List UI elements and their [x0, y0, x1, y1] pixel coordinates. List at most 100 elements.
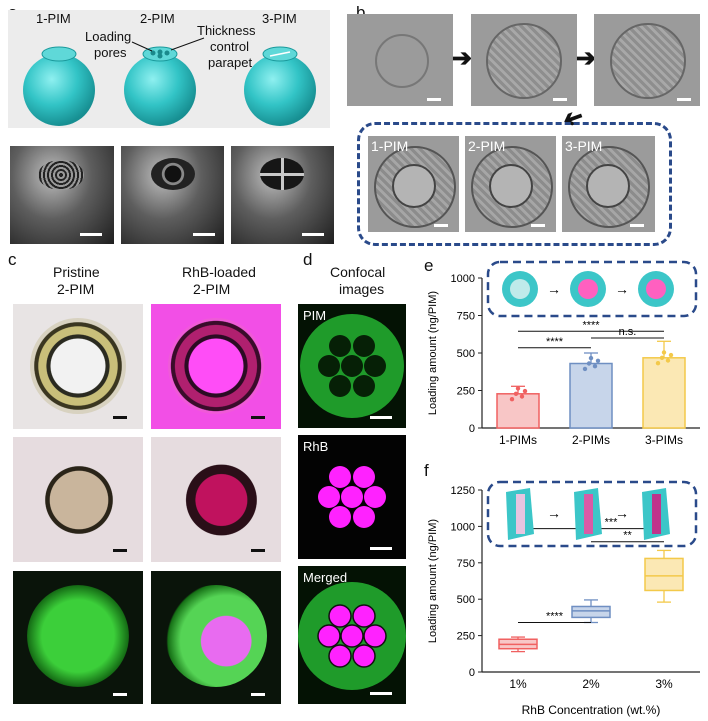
c-pristine-top	[13, 304, 143, 429]
e-inset-arrow-icon: →	[547, 281, 561, 297]
e-data-point	[659, 355, 665, 360]
f-inset-core	[652, 494, 661, 534]
pim1-sphere	[23, 54, 95, 126]
sem-image-3pim	[231, 146, 334, 244]
micro-1pim	[368, 136, 459, 232]
e-inset-core	[578, 279, 598, 299]
e-bar	[569, 362, 613, 429]
f-x-tick-label: 2%	[582, 677, 600, 691]
f-box	[571, 605, 611, 619]
e-data-point	[522, 388, 528, 394]
f-y-tick-label: 250	[457, 631, 475, 643]
f-inset-box	[486, 480, 698, 548]
c-rhb-top	[151, 304, 281, 429]
f-inset-core	[584, 494, 593, 534]
f-inset-arrow-icon: →	[615, 505, 629, 521]
pim2-sphere	[124, 54, 196, 126]
panel-label-c: c	[8, 250, 17, 269]
micro-step-3	[594, 14, 700, 106]
e-data-point	[661, 350, 667, 355]
e-data-point	[515, 386, 521, 391]
c-pristine-subtitle: 2-PIM	[57, 281, 95, 297]
d-merged-image	[298, 566, 406, 704]
sem-image-1pim	[10, 146, 114, 244]
e-y-axis-label: Loading amount (ng/PIM)	[427, 291, 439, 415]
d-pim-image	[298, 304, 406, 428]
label-b-2pim: 2-PIM	[468, 138, 506, 154]
micro-step-1	[347, 14, 453, 106]
e-sig-label: n.s.	[619, 326, 637, 338]
label-1-pim: 1-PIM	[36, 11, 71, 26]
c-rhb-side	[151, 437, 281, 562]
label-3-pim: 3-PIM	[262, 11, 297, 26]
e-data-point	[592, 364, 598, 369]
f-y-tick-label: 0	[469, 667, 475, 679]
arrow-right-2-icon: ➔	[576, 45, 597, 72]
f-y-tick-label: 1000	[451, 521, 475, 533]
panel-label-d: d	[303, 250, 313, 269]
label-control: control	[210, 39, 250, 54]
e-y-tick-label: 1000	[451, 273, 475, 285]
c-rhb-title: RhB-loaded	[182, 264, 256, 280]
e-x-tick-label: 1-PIMs	[499, 433, 537, 447]
e-inset-box	[486, 260, 698, 318]
e-bar	[496, 393, 540, 429]
f-inset-core	[516, 494, 525, 534]
f-box	[644, 557, 684, 592]
micro-2pim	[465, 136, 556, 232]
f-x-tick-label: 1%	[509, 677, 527, 691]
pim-renders	[23, 37, 316, 126]
micro-3pim	[562, 136, 655, 232]
e-y-tick-label: 0	[469, 423, 475, 435]
c-rhb-fluor	[151, 571, 281, 704]
d-title-1: Confocal	[330, 264, 386, 280]
micro-step-2	[471, 14, 577, 106]
e-bar	[642, 357, 686, 429]
d-label-rhb: RhB	[303, 439, 329, 454]
dashed-box-b	[357, 122, 672, 246]
e-inset-arrow-icon: →	[615, 281, 629, 297]
c-pristine-side	[13, 437, 143, 562]
label-parapet: parapet	[208, 55, 253, 70]
f-x-tick-label: 3%	[655, 677, 673, 691]
e-data-point	[586, 361, 592, 366]
e-sig-label: ****	[546, 336, 564, 348]
e-data-point	[595, 358, 601, 363]
panel-label-e: e	[424, 256, 434, 275]
label-loading: Loading	[85, 29, 132, 44]
label-thickness: Thickness	[197, 23, 256, 38]
sem-image-2pim	[121, 146, 224, 244]
f-sig-label: ***	[605, 517, 619, 529]
e-x-tick-label: 2-PIMs	[572, 433, 610, 447]
d-title-2: images	[339, 281, 385, 297]
chart-e: 0 250 500 750 1000 Loading amount (ng/PIM) 1-P…	[427, 260, 700, 447]
f-x-axis-label: RhB Concentration (wt.%)	[522, 703, 661, 717]
e-data-point	[519, 394, 525, 399]
c-rhb-subtitle: 2-PIM	[193, 281, 231, 297]
arrow-right-1-icon: ➔	[452, 45, 473, 72]
e-data-point	[509, 397, 515, 402]
pim3-sphere	[244, 54, 316, 126]
d-label-merged: Merged	[303, 570, 348, 585]
e-data-point	[668, 352, 674, 358]
f-sig-label: **	[623, 530, 632, 542]
label-2-pim: 2-PIM	[140, 11, 175, 26]
panel-a-render	[8, 10, 330, 128]
e-x-tick-label: 3-PIMs	[645, 433, 683, 447]
panel-label-b: b	[356, 3, 366, 22]
e-y-tick-label: 250	[457, 386, 475, 398]
f-y-tick-label: 1250	[451, 485, 475, 497]
d-rhb-image	[298, 435, 406, 559]
e-data-point	[582, 366, 588, 372]
chart-f: 0 250 500 750 1000 1250 Loading amount (ng/PIM…	[427, 480, 700, 717]
d-label-pim: PIM	[303, 308, 327, 323]
e-data-point	[588, 355, 594, 361]
e-sig-label: ****	[582, 319, 600, 331]
c-pristine-title: Pristine	[53, 264, 100, 280]
e-data-point	[513, 391, 519, 396]
c-pristine-fluor	[13, 571, 143, 704]
e-y-tick-label: 500	[457, 348, 475, 360]
f-y-tick-label: 750	[457, 558, 475, 570]
label-pores: pores	[94, 45, 127, 60]
label-b-3pim: 3-PIM	[565, 138, 603, 154]
